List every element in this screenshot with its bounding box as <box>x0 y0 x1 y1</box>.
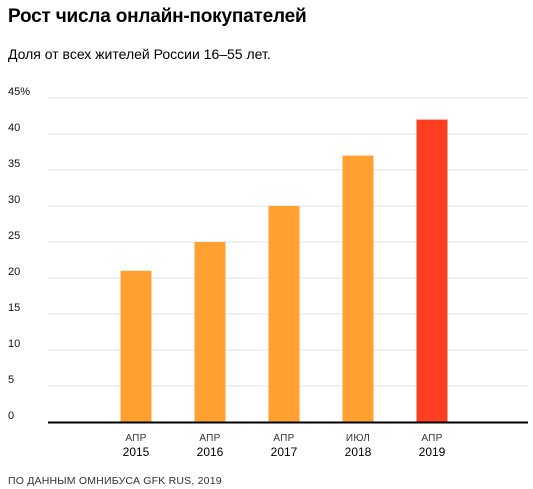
bar-2015 <box>120 270 152 422</box>
x-tick-month: АПР <box>199 433 220 444</box>
x-tick-month: АПР <box>421 433 442 444</box>
chart-subtitle: Доля от всех жителей России 16–55 лет. <box>8 46 271 62</box>
y-tick-label: 30 <box>8 194 20 206</box>
y-tick-label: 0 <box>8 410 14 422</box>
bar-2019 <box>416 119 448 422</box>
y-tick-label: 40 <box>8 122 20 134</box>
y-tick-label: 5 <box>8 374 14 386</box>
bars <box>120 119 448 422</box>
chart-title: Рост числа онлайн-покупателей <box>8 6 307 27</box>
y-tick-label: 25 <box>8 230 20 242</box>
x-tick-year: 2016 <box>197 445 224 459</box>
y-tick-label: 10 <box>8 338 20 350</box>
x-tick-year: 2015 <box>123 445 150 459</box>
x-tick-year: 2019 <box>419 445 446 459</box>
bar-2018 <box>342 155 374 422</box>
y-axis-ticks: 0 5 10 15 20 25 30 35 40 45% <box>8 86 30 422</box>
y-tick-label: 35 <box>8 158 20 170</box>
x-tick-month: АПР <box>273 433 294 444</box>
y-tick-label: 20 <box>8 266 20 278</box>
y-tick-label: 45% <box>8 86 30 98</box>
source-note: ПО ДАННЫМ ОМНИБУСА GFK RUS, 2019 <box>8 475 222 487</box>
y-tick-label: 15 <box>8 302 20 314</box>
x-tick-month: ИЮЛ <box>346 433 370 444</box>
bar-2016 <box>194 242 226 422</box>
x-tick-year: 2018 <box>345 445 372 459</box>
bar-2017 <box>268 206 300 422</box>
x-tick-year: 2017 <box>271 445 298 459</box>
x-tick-month: АПР <box>125 433 146 444</box>
